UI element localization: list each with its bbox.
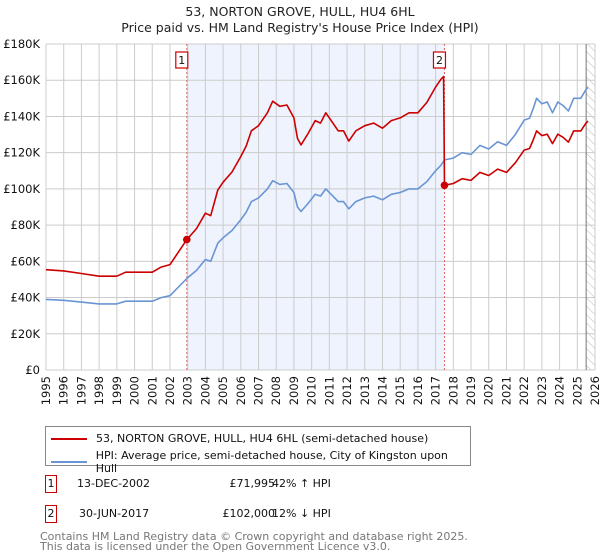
transaction-hpi: 12% ↓ HPI [272, 507, 331, 520]
x-tick-label: 2014 [375, 376, 389, 405]
x-tick-label: 2016 [411, 376, 425, 405]
sale-badge [432, 51, 447, 69]
x-tick-label: 2022 [517, 376, 531, 405]
y-tick-label: £140K [3, 109, 40, 123]
legend: 53, NORTON GROVE, HULL, HU4 6HL (semi-de… [45, 426, 471, 475]
x-tick-label: 2020 [482, 376, 496, 405]
x-tick-label: 1996 [57, 376, 71, 405]
y-tick-label: £160K [3, 73, 40, 87]
y-tick-label: £0 [25, 363, 40, 377]
forecast-hatch [586, 44, 595, 370]
y-tick-label: £80K [11, 218, 41, 232]
x-tick-label: 2025 [570, 376, 584, 405]
x-tick-label: 2005 [216, 376, 230, 405]
transaction-row: 1 13-DEC-2002 £71,995 42% ↑ HPI [45, 475, 465, 495]
x-tick-label: 2003 [181, 376, 195, 405]
ownership-period-shade [186, 44, 445, 370]
chart-title: 53, NORTON GROVE, HULL, HU4 6HL [185, 4, 415, 19]
transaction-hpi: 42% ↑ HPI [272, 477, 331, 490]
price-chart: 1995 1996 1997 1998 1999 2000 2001 2002 2003 2004… [3, 37, 600, 405]
hpi-line [45, 86, 589, 305]
x-tick-label: 2001 [145, 376, 159, 405]
footer-copyright: Contains HM Land Registry data © Crown c… [40, 530, 468, 543]
x-tick-label: 2011 [322, 376, 336, 405]
x-tick-label: 1998 [92, 376, 106, 405]
x-tick-label: 2021 [499, 376, 513, 405]
x-tick-label: 2013 [358, 376, 372, 405]
transaction-date: 13-DEC-2002 [77, 477, 151, 490]
x-tick-label: 2017 [429, 376, 443, 405]
y-tick-label: £100K [3, 182, 40, 196]
x-tick-label: 2023 [535, 376, 549, 405]
x-tick-label: 2012 [340, 376, 354, 405]
x-tick-label: 2004 [198, 376, 212, 405]
legend-label-property: 53, NORTON GROVE, HULL, HU4 6HL (semi-de… [96, 432, 429, 445]
sale-point [440, 181, 449, 190]
sale-badge-label: 1 [178, 54, 185, 67]
x-tick-label: 2024 [553, 376, 567, 405]
x-tick-label: 2026 [588, 376, 600, 405]
legend-swatch-property [51, 437, 87, 440]
transaction-date: 30-JUN-2017 [79, 507, 150, 520]
legend-swatch-hpi [51, 461, 87, 463]
property-price-line [45, 75, 589, 278]
x-tick-label: 2008 [269, 376, 283, 405]
x-tick-label: 2000 [128, 376, 142, 405]
x-tick-label: 2018 [446, 376, 460, 405]
y-tick-label: £120K [3, 146, 40, 160]
x-tick-label: 2009 [287, 376, 301, 405]
transaction-price: £102,000 [222, 507, 276, 520]
x-tick-label: 2019 [464, 376, 478, 405]
y-tick-label: £20K [11, 327, 41, 341]
x-tick-label: 2006 [234, 376, 248, 405]
x-tick-label: 2010 [305, 376, 319, 405]
transaction-price: £71,995 [229, 477, 276, 490]
sale-badge [175, 51, 189, 69]
sale-badge-label: 2 [436, 54, 443, 67]
x-tick-label: 2007 [252, 376, 266, 405]
x-tick-label: 2002 [163, 376, 177, 405]
y-tick-label: £40K [11, 291, 41, 305]
y-tick-label: £180K [3, 37, 40, 51]
x-tick-label: 1999 [110, 376, 124, 405]
transaction-row: 2 30-JUN-2017 £102,000 12% ↓ HPI [45, 505, 465, 525]
x-tick-label: 2015 [393, 376, 407, 405]
x-tick-label: 1995 [39, 376, 53, 405]
sale-point [182, 235, 191, 244]
transaction-badge: 1 [45, 475, 57, 493]
legend-item-hpi: HPI: Average price, semi-detached house,… [51, 449, 470, 475]
y-tick-label: £60K [11, 254, 41, 268]
legend-item-property: 53, NORTON GROVE, HULL, HU4 6HL (semi-de… [51, 432, 428, 445]
transaction-badge: 2 [45, 505, 57, 523]
footer-licence: This data is licensed under the Open Gov… [40, 540, 391, 553]
chart-subtitle: Price paid vs. HM Land Registry's House … [121, 20, 479, 35]
legend-label-hpi: HPI: Average price, semi-detached house,… [95, 449, 448, 475]
x-tick-label: 1997 [74, 376, 88, 405]
